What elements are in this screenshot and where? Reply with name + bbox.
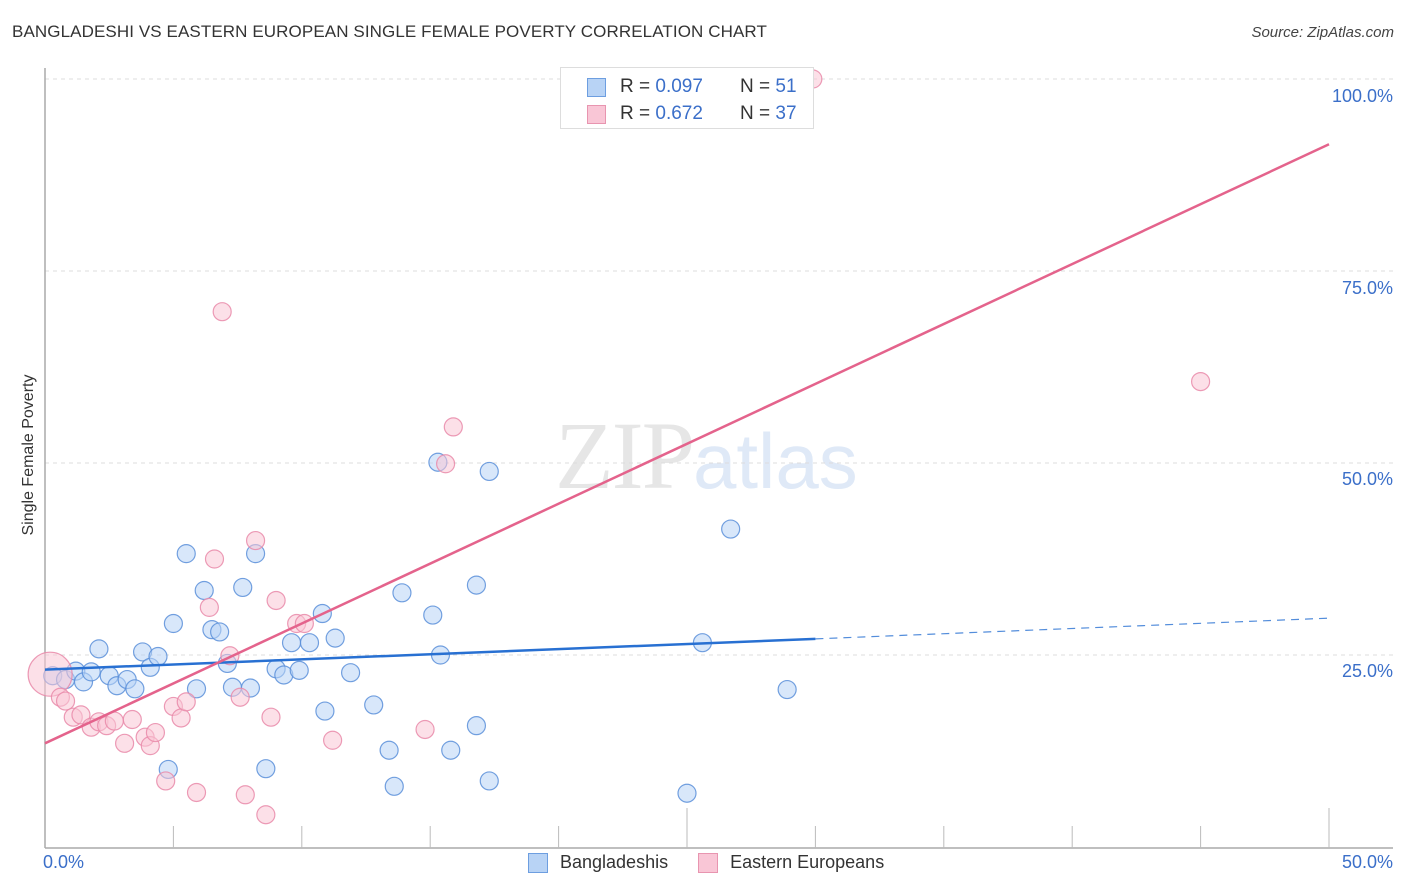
legend-item-eastern-europeans[interactable]: Eastern Europeans xyxy=(698,852,884,873)
data-point[interactable] xyxy=(289,660,309,680)
y-tick-75: 75.0% xyxy=(1341,278,1393,298)
data-point[interactable] xyxy=(186,679,207,699)
data-point[interactable] xyxy=(145,722,166,743)
data-point[interactable] xyxy=(148,646,168,667)
n-label: N = xyxy=(740,103,771,124)
chart-title: BANGLADESHI VS EASTERN EUROPEAN SINGLE F… xyxy=(12,22,767,41)
data-point[interactable] xyxy=(230,687,250,707)
data-point[interactable] xyxy=(364,695,384,715)
data-point[interactable] xyxy=(256,805,276,825)
data-point[interactable] xyxy=(163,613,183,634)
data-point[interactable] xyxy=(210,622,230,642)
data-point[interactable] xyxy=(436,454,456,474)
data-point[interactable] xyxy=(384,776,404,796)
blue-swatch-icon xyxy=(528,852,548,873)
y-tick-100: 100.0% xyxy=(1331,86,1393,106)
data-point[interactable] xyxy=(115,733,135,753)
data-point[interactable] xyxy=(235,785,255,805)
data-point[interactable] xyxy=(171,708,191,728)
data-point[interactable] xyxy=(323,730,343,750)
data-point[interactable] xyxy=(379,740,399,760)
data-point[interactable] xyxy=(777,679,797,700)
r-value: 0.097 xyxy=(655,76,703,97)
data-point[interactable] xyxy=(212,302,232,322)
data-point[interactable] xyxy=(677,783,697,803)
data-point[interactable] xyxy=(233,577,253,598)
data-point[interactable] xyxy=(479,461,499,482)
correlation-legend: R = 0.097 N = 51 R = 0.672 N = 37 xyxy=(560,67,814,129)
pink-swatch-icon xyxy=(698,852,719,873)
eastern-europeans-points xyxy=(27,69,1211,825)
data-point[interactable] xyxy=(721,519,741,539)
data-point[interactable] xyxy=(392,583,412,603)
data-point[interactable] xyxy=(441,740,461,760)
bangladeshis-trendline xyxy=(44,637,816,671)
data-point[interactable] xyxy=(176,692,196,712)
data-point[interactable] xyxy=(89,639,109,659)
legend-row-bangladeshis: R = 0.097 N = 51 xyxy=(587,76,797,98)
data-point[interactable] xyxy=(466,716,487,736)
eastern-europeans-trendline xyxy=(44,143,1330,745)
data-point[interactable] xyxy=(156,771,176,791)
legend-item-bangladeshis[interactable]: Bangladeshis xyxy=(528,852,668,873)
data-point[interactable] xyxy=(315,701,335,721)
y-axis-label: Single Female Poverty xyxy=(20,374,37,536)
data-point[interactable] xyxy=(1190,371,1211,392)
data-point[interactable] xyxy=(204,549,225,569)
n-value: 37 xyxy=(775,103,797,124)
series-legend: Bangladeshis Eastern Europeans xyxy=(528,852,914,873)
r-label: R = xyxy=(620,76,651,97)
n-value: 51 xyxy=(775,76,797,97)
r-label: R = xyxy=(620,103,651,124)
data-point[interactable] xyxy=(199,597,219,617)
watermark-zip: ZIP xyxy=(555,402,695,509)
data-point[interactable] xyxy=(261,707,281,727)
pink-swatch-icon xyxy=(587,104,606,124)
y-tick-50: 50.0% xyxy=(1341,469,1393,489)
axes xyxy=(44,68,1393,849)
data-point[interactable] xyxy=(122,709,142,730)
legend-row-eastern-europeans: R = 0.672 N = 37 xyxy=(587,103,797,125)
data-point[interactable] xyxy=(27,651,73,697)
data-point[interactable] xyxy=(256,759,276,779)
data-point[interactable] xyxy=(423,605,443,625)
data-point[interactable] xyxy=(71,705,91,725)
data-point[interactable] xyxy=(194,580,214,601)
data-point[interactable] xyxy=(443,417,463,437)
data-point[interactable] xyxy=(415,719,435,740)
n-label: N = xyxy=(740,76,771,97)
data-point[interactable] xyxy=(81,662,101,682)
data-point[interactable] xyxy=(55,691,76,711)
data-point[interactable] xyxy=(466,575,487,595)
gridlines xyxy=(45,78,1393,656)
r-value: 0.672 xyxy=(655,103,703,124)
legend-label: Bangladeshis xyxy=(560,852,669,872)
data-point[interactable] xyxy=(125,679,145,699)
x-tick-0: 0.0% xyxy=(43,852,85,872)
source-label: Source: ZipAtlas.com xyxy=(1251,24,1394,41)
trendlines xyxy=(44,143,1330,745)
watermark-atlas: atlas xyxy=(693,417,858,505)
blue-swatch-icon xyxy=(587,77,606,97)
data-point[interactable] xyxy=(245,530,266,551)
y-tick-25: 25.0% xyxy=(1341,661,1393,681)
x-tick-50: 50.0% xyxy=(1341,852,1393,872)
data-point[interactable] xyxy=(479,771,499,791)
data-point[interactable] xyxy=(325,628,345,648)
data-point[interactable] xyxy=(281,633,302,653)
data-point[interactable] xyxy=(186,782,207,803)
data-point[interactable] xyxy=(340,663,361,683)
legend-label: Eastern Europeans xyxy=(730,852,885,872)
zipatlas-watermark: ZIPatlas xyxy=(555,400,858,511)
bangladeshis-trendline-extension xyxy=(815,617,1330,640)
data-point[interactable] xyxy=(266,590,286,611)
data-point[interactable] xyxy=(176,544,196,564)
data-point[interactable] xyxy=(299,633,320,653)
